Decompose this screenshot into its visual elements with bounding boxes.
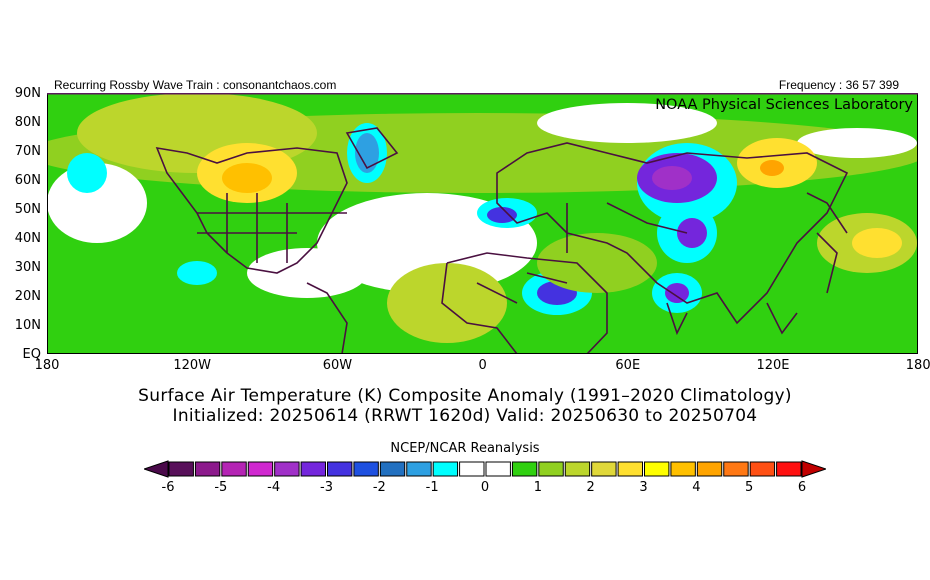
- colorbar-swatch: [379, 461, 406, 477]
- header-frequency: Frequency : 36 57 399: [778, 78, 899, 92]
- lat-label: 30N: [14, 260, 41, 275]
- colorbar-swatch: [353, 461, 379, 477]
- anomaly-region: [222, 163, 272, 193]
- title-line1: Surface Air Temperature (K) Composite An…: [138, 386, 792, 406]
- colorbar-swatch: [644, 461, 670, 477]
- anomaly-region: [177, 261, 217, 285]
- colorbar-swatch: [591, 461, 617, 477]
- lon-label: 0: [478, 358, 487, 373]
- temperature-anomaly-map: NOAA Physical Sciences Laboratory: [47, 93, 918, 354]
- colorbar-label: 2: [586, 480, 595, 495]
- colorbar-swatch: [485, 461, 511, 477]
- anomaly-region: [67, 153, 107, 193]
- lab-label: NOAA Physical Sciences Laboratory: [655, 97, 913, 113]
- anomaly-region: [852, 228, 902, 258]
- colorbar-swatch: [194, 461, 221, 477]
- colorbar-swatch: [432, 461, 459, 477]
- lat-label: 20N: [14, 289, 41, 304]
- lat-label: 10N: [14, 318, 41, 333]
- lat-label: 90N: [14, 86, 41, 101]
- colorbar-swatch: [511, 461, 538, 477]
- anomaly-region: [487, 207, 517, 223]
- colorbar-over-arrow: [801, 460, 826, 478]
- colorbar-swatch: [459, 461, 485, 477]
- lon-label: 60E: [615, 358, 641, 373]
- colorbar-swatch: [168, 461, 194, 477]
- colorbar-swatch: [723, 461, 749, 477]
- lon-label: 60W: [322, 358, 353, 373]
- colorbar-swatch: [670, 461, 696, 477]
- colorbar-swatch: [617, 461, 644, 477]
- colorbar-swatch: [564, 461, 591, 477]
- colorbar-label: 6: [797, 480, 807, 495]
- anomaly-region: [652, 166, 692, 190]
- colorbar-swatch: [696, 461, 723, 477]
- anomaly-region: [355, 133, 379, 173]
- anomaly-region: [797, 128, 917, 158]
- anomaly-region: [537, 103, 717, 143]
- colorbar-under-arrow: [144, 460, 169, 478]
- colorbar-swatch: [538, 461, 564, 477]
- colorbar-label: -2: [372, 480, 386, 495]
- colorbar-swatch: [327, 461, 353, 477]
- colorbar-label: -6: [161, 480, 175, 495]
- lat-label: EQ: [22, 347, 41, 362]
- colorbar-swatch: [406, 461, 432, 477]
- colorbar-label: 0: [480, 480, 490, 495]
- lat-label: 50N: [14, 202, 41, 217]
- colorbar-swatch: [776, 461, 802, 477]
- colorbar-title: NCEP/NCAR Reanalysis: [390, 441, 540, 456]
- lon-label: 180: [34, 358, 60, 373]
- anomaly-region: [665, 283, 689, 303]
- lon-label: 120E: [756, 358, 790, 373]
- anomaly-region: [677, 218, 707, 248]
- colorbar-swatch: [274, 461, 300, 477]
- title-line2: Initialized: 20250614 (RRWT 1620d) Valid…: [172, 406, 758, 426]
- lon-label: 180: [905, 358, 930, 373]
- colorbar-label: 5: [745, 480, 754, 495]
- colorbar-label: -4: [267, 480, 281, 495]
- lat-label: 70N: [14, 144, 41, 159]
- anomaly-region: [760, 160, 784, 176]
- colorbar: [144, 460, 826, 478]
- lon-label: 120W: [173, 358, 212, 373]
- coastlines: [155, 127, 849, 354]
- colorbar-swatch: [300, 461, 326, 477]
- colorbar-swatch: [749, 461, 776, 477]
- colorbar-label: 1: [533, 480, 542, 495]
- colorbar-label: -5: [214, 480, 228, 495]
- anomaly-region: [247, 248, 367, 298]
- colorbar-swatch: [221, 461, 247, 477]
- anomaly-region: [387, 263, 507, 343]
- colorbar-label: -3: [320, 480, 333, 495]
- lat-label: 60N: [14, 173, 41, 188]
- anomaly-fields: [47, 93, 918, 343]
- colorbar-label: 4: [692, 480, 701, 495]
- header-source: Recurring Rossby Wave Train : consonantc…: [54, 78, 337, 92]
- colorbar-swatch: [247, 461, 274, 477]
- lat-label: 80N: [14, 115, 41, 130]
- colorbar-label: 3: [639, 480, 648, 495]
- colorbar-label: -1: [425, 480, 439, 495]
- lat-label: 40N: [14, 231, 41, 246]
